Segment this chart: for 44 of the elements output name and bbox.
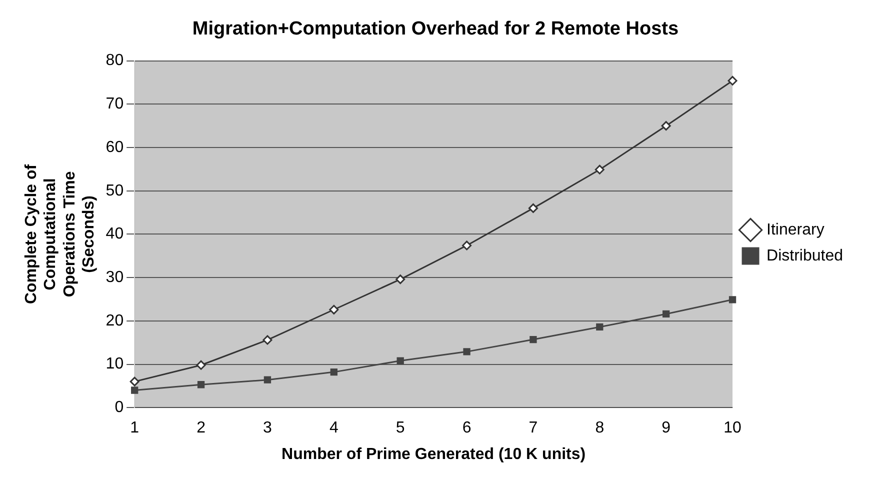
point — [264, 376, 272, 384]
x-tick-label: 2 — [196, 420, 206, 437]
point — [329, 304, 339, 314]
x-tick-label: 6 — [462, 420, 472, 437]
chart-title: Migration+Computation Overhead for 2 Remote Hosts — [192, 18, 679, 40]
y-tick-label: 10 — [106, 356, 124, 373]
x-tick-label: 5 — [396, 420, 405, 437]
y-tick-label: 20 — [106, 312, 124, 330]
x-tick-label: 4 — [329, 420, 338, 437]
point — [196, 360, 206, 370]
point — [594, 164, 604, 174]
point — [131, 386, 138, 394]
legend-label: Itinerary — [766, 221, 824, 238]
y-tick-label: 0 — [114, 399, 124, 416]
y-axis-title: Complete Cycle of Computational Operations Time (Seconds) — [23, 164, 98, 304]
y-tick-label: 70 — [106, 96, 124, 113]
point — [330, 368, 338, 376]
point — [396, 274, 406, 284]
x-tick-label: 3 — [263, 420, 272, 437]
x-tick-label: 1 — [130, 420, 140, 437]
point — [528, 203, 538, 213]
point — [463, 348, 470, 356]
y-tick-label: 50 — [106, 182, 124, 200]
point — [728, 76, 738, 86]
point — [462, 240, 472, 250]
point — [262, 335, 272, 345]
y-tick-label: 40 — [106, 226, 124, 243]
y-tick-label: 30 — [106, 268, 124, 286]
x-tick-label: 8 — [595, 420, 604, 437]
x-tick-label: 7 — [528, 420, 538, 437]
legend-label: Distributed — [766, 247, 844, 264]
point — [197, 381, 205, 388]
y-tick-label: 80 — [106, 52, 124, 70]
point — [661, 121, 671, 131]
point — [530, 336, 537, 344]
point — [728, 296, 736, 304]
x-axis-title: Number of Prime Generated (10 K units) — [282, 446, 586, 463]
y-tick-label: 60 — [106, 138, 124, 156]
x-tick-label: 10 — [724, 420, 742, 437]
point — [662, 310, 670, 318]
x-tick-label: 9 — [662, 420, 671, 437]
point — [596, 323, 604, 331]
point — [396, 357, 404, 364]
point — [130, 376, 140, 386]
